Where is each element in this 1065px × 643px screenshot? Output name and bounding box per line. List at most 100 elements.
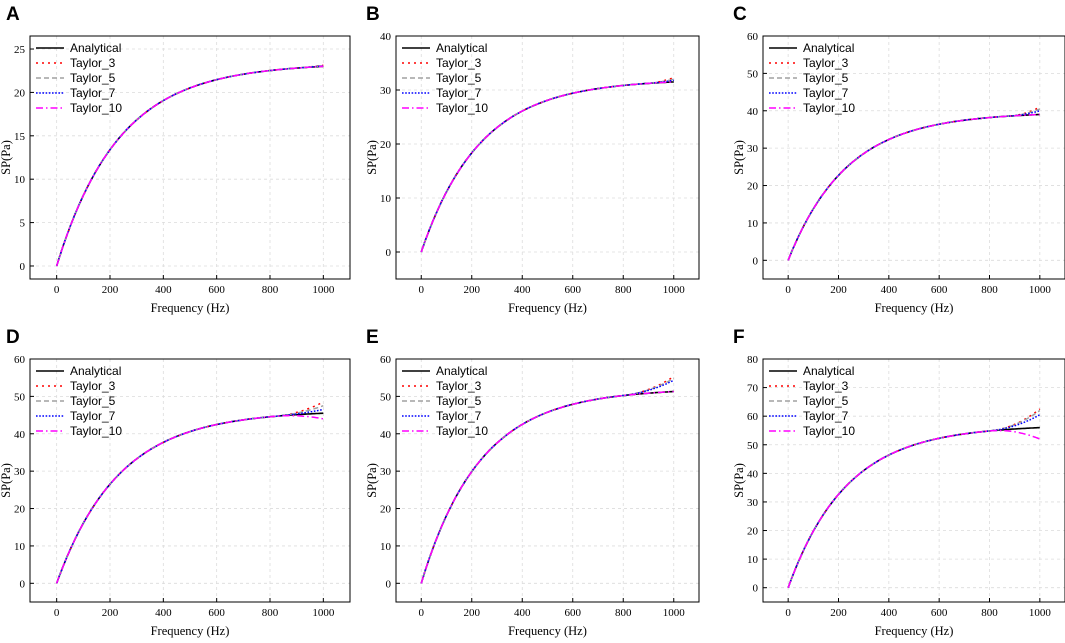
- legend-entry: Analytical: [803, 364, 854, 378]
- x-tick-label: 600: [208, 607, 225, 619]
- y-tick-label: 20: [747, 526, 759, 538]
- x-tick-label: 0: [419, 284, 425, 296]
- y-tick-label: 30: [380, 85, 392, 97]
- series-line-taylor-10: [420, 81, 674, 253]
- y-tick-label: 60: [380, 354, 392, 366]
- series-line-analytical: [787, 426, 1040, 588]
- legend-entry: Taylor_5: [803, 394, 849, 408]
- legend-entry: Taylor_7: [70, 86, 116, 100]
- legend-entry: Taylor_5: [803, 71, 849, 85]
- plot-frame: [395, 358, 700, 603]
- legend-entry: Taylor_3: [436, 56, 482, 70]
- x-tick-label: 800: [615, 607, 632, 619]
- plot-frame: [29, 35, 351, 280]
- y-axis-label: SP(Pa): [0, 463, 13, 498]
- y-axis-label: SP(Pa): [732, 140, 746, 175]
- series-line-taylor-10: [787, 113, 1040, 261]
- panel-a: A 0 200 400 600 800 1000 0 5 10 15 20 25 Frequency (H…: [0, 4, 351, 315]
- y-axis-label: SP(Pa): [0, 140, 13, 175]
- plot-frame: [395, 35, 700, 280]
- y-tick-label: 0: [753, 583, 759, 595]
- y-tick-label: 0: [386, 247, 392, 259]
- panel-d: D 0 200 400 600 800 1000 0 10 20 30 40 50 60 Frequency…: [0, 327, 351, 638]
- series-line-taylor-10: [55, 414, 324, 584]
- legend-entry: Taylor_7: [70, 409, 116, 423]
- legend-entry: Analytical: [70, 41, 121, 55]
- x-tick-label: 200: [464, 607, 481, 619]
- panel-letter: D: [6, 327, 20, 348]
- y-tick-label: 20: [14, 87, 26, 99]
- x-tick-label: 0: [785, 284, 791, 296]
- y-tick-label: 70: [747, 383, 759, 395]
- y-tick-label: 40: [747, 468, 759, 480]
- panel-f: F 0 200 400 600 800 1000 0 10 20 30 40 50 60 70 80 Frequ…: [732, 327, 1065, 638]
- y-tick-label: 5: [20, 218, 26, 230]
- legend-entry: Taylor_10: [436, 101, 488, 115]
- legend-entry: Taylor_3: [70, 379, 116, 393]
- legend-entry: Taylor_5: [436, 394, 482, 408]
- panel-letter: F: [733, 327, 745, 348]
- x-tick-label: 600: [208, 284, 225, 296]
- y-tick-label: 0: [753, 255, 759, 267]
- plot-frame: [29, 358, 351, 603]
- x-axis-label: Frequency (Hz): [875, 301, 954, 315]
- x-tick-label: 400: [155, 607, 172, 619]
- x-tick-label: 1000: [312, 284, 335, 296]
- y-tick-label: 50: [380, 391, 392, 403]
- y-tick-label: 40: [747, 106, 759, 118]
- legend-entry: Analytical: [436, 41, 487, 55]
- y-tick-label: 30: [747, 143, 759, 155]
- y-tick-label: 40: [380, 429, 392, 441]
- x-tick-label: 200: [464, 284, 481, 296]
- series-line-taylor-10: [55, 65, 324, 267]
- y-tick-label: 20: [380, 139, 392, 151]
- legend-entry: Taylor_3: [70, 56, 116, 70]
- x-tick-label: 0: [785, 607, 791, 619]
- legend-entry: Taylor_10: [803, 101, 855, 115]
- y-tick-label: 20: [747, 181, 759, 193]
- x-tick-label: 1000: [312, 607, 335, 619]
- legend-entry: Taylor_10: [803, 424, 855, 438]
- legend-entry: Analytical: [436, 364, 487, 378]
- series-line-taylor-10: [420, 390, 674, 584]
- series-line-taylor-5: [787, 409, 1041, 588]
- y-tick-label: 20: [14, 504, 26, 516]
- x-tick-label: 400: [514, 607, 531, 619]
- legend-entry: Taylor_5: [70, 394, 116, 408]
- y-tick-label: 50: [747, 68, 759, 80]
- x-tick-label: 1000: [663, 607, 686, 619]
- legend-entry: Taylor_7: [436, 86, 482, 100]
- x-tick-label: 400: [881, 607, 898, 619]
- y-tick-label: 0: [20, 261, 26, 273]
- series-line-analytical: [787, 113, 1040, 261]
- x-tick-label: 800: [981, 284, 998, 296]
- legend-entry: Taylor_10: [70, 101, 122, 115]
- legend-entry: Taylor_3: [803, 56, 849, 70]
- y-tick-label: 10: [747, 554, 759, 566]
- x-tick-label: 0: [419, 607, 425, 619]
- y-tick-label: 30: [380, 466, 392, 478]
- y-tick-label: 0: [386, 578, 392, 590]
- y-tick-label: 50: [14, 391, 26, 403]
- y-tick-label: 30: [747, 497, 759, 509]
- x-tick-label: 400: [514, 284, 531, 296]
- series-line-taylor-7: [787, 110, 1040, 261]
- x-tick-label: 200: [830, 284, 847, 296]
- y-tick-label: 10: [380, 193, 392, 205]
- x-tick-label: 600: [931, 607, 948, 619]
- x-tick-label: 200: [830, 607, 847, 619]
- x-tick-label: 0: [54, 284, 60, 296]
- panel-c: C 0 200 400 600 800 1000 0 10 20 30 40 50 60 Frequency…: [732, 4, 1065, 315]
- legend-entry: Taylor_7: [803, 409, 849, 423]
- x-tick-label: 800: [981, 607, 998, 619]
- legend-entry: Taylor_5: [436, 71, 482, 85]
- x-tick-label: 400: [881, 284, 898, 296]
- y-tick-label: 60: [747, 411, 759, 423]
- x-axis-label: Frequency (Hz): [508, 624, 587, 638]
- x-axis-label: Frequency (Hz): [151, 624, 230, 638]
- x-tick-label: 600: [565, 284, 582, 296]
- y-tick-label: 50: [747, 440, 759, 452]
- legend-entry: Taylor_5: [70, 71, 116, 85]
- series-line-taylor-5: [787, 108, 1041, 261]
